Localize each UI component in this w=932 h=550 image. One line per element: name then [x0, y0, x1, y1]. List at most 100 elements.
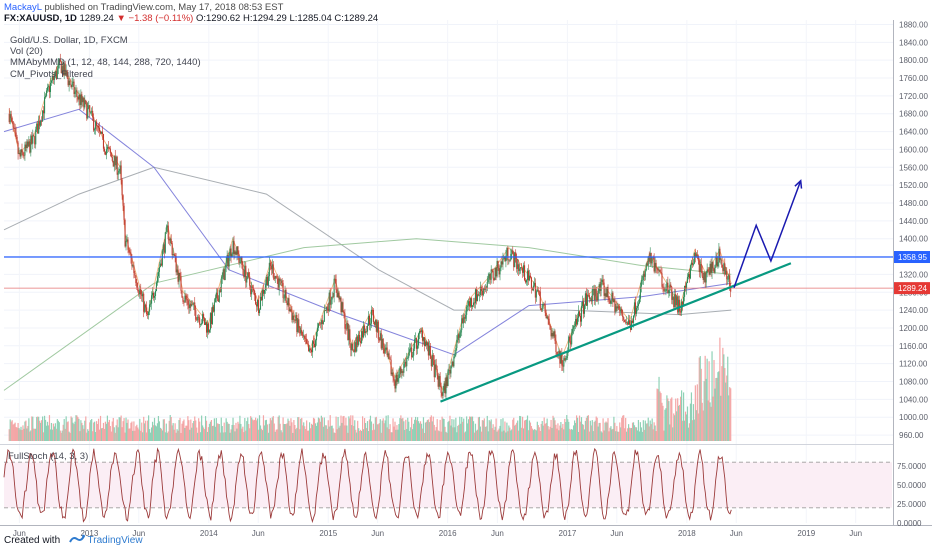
volume-bar [369, 415, 372, 441]
candle-body [346, 323, 348, 329]
volume-bar [51, 429, 54, 441]
volume-bar [123, 418, 125, 441]
volume-bar [662, 405, 664, 441]
candle-body [80, 94, 82, 105]
candle-body [350, 344, 352, 351]
candle-body [323, 310, 325, 322]
candle-body [615, 306, 617, 312]
volume-bar [423, 432, 426, 441]
time-axis[interactable]: Jun 2013 Jun 2014 Jun 2015 Jun 2016 Jun 2017 Jun 20… [13, 529, 862, 538]
volume-bar [605, 421, 607, 441]
volume-bar [713, 360, 715, 441]
candle-body [639, 286, 641, 299]
volume-bar [304, 426, 306, 441]
volume-bar [517, 420, 519, 441]
candle-body [34, 136, 36, 145]
price-axis[interactable]: 960.001000.001040.001080.001120.001160.0… [899, 20, 928, 440]
candle-body [406, 357, 408, 367]
volume-bar [91, 419, 93, 441]
volume-bar [729, 387, 731, 441]
volume-bar [9, 419, 11, 441]
candle-body [415, 338, 417, 340]
volume-bar [350, 415, 352, 441]
volume-bar [224, 432, 226, 441]
volume-bar [210, 419, 213, 441]
volume-bar [697, 413, 699, 441]
legend-volume[interactable]: Vol (20) [10, 46, 43, 58]
volume-bar [356, 432, 358, 441]
indicator-legend: Gold/U.S. Dollar, 1D, FXCM Vol (20) MMAb… [10, 35, 201, 80]
stoch-legend[interactable]: FullStoch (14, 3, 3) [8, 451, 89, 462]
volume-bar [487, 431, 489, 441]
candle-body [661, 273, 663, 287]
candle-body [646, 263, 648, 266]
volume-bar [89, 422, 91, 441]
candle-body [494, 267, 496, 281]
candle-body [8, 113, 10, 123]
candle-body [585, 293, 587, 306]
candle-body [334, 278, 336, 280]
candle-body [318, 323, 320, 325]
candle-body [613, 299, 615, 303]
candle-body [126, 239, 128, 241]
volume-bar [290, 418, 292, 441]
legend-pivots[interactable]: CM_Pivots_Filtered [10, 68, 93, 80]
volume-bar [723, 354, 725, 441]
candle-body [358, 334, 360, 345]
candle-body [283, 297, 285, 299]
volume-bar [686, 406, 689, 441]
legend-mma[interactable]: MMAbyMMD (1, 12, 48, 144, 288, 720, 1440… [10, 57, 201, 69]
volume-bar [41, 420, 43, 441]
volume-bar [251, 417, 253, 441]
candle-body [172, 254, 174, 256]
volume-bar [666, 395, 668, 441]
volume-bar [603, 430, 605, 441]
candle-body [114, 155, 116, 166]
volume-bar [335, 416, 337, 441]
volume-bar [694, 385, 696, 441]
legend-series[interactable]: Gold/U.S. Dollar, 1D, FXCM [10, 35, 128, 46]
candle-body [472, 302, 475, 306]
candle-body [715, 256, 717, 266]
candle-body [636, 306, 638, 308]
volume-bar [583, 429, 586, 441]
volume-bar [267, 432, 269, 441]
volume-bar [411, 417, 413, 441]
volume-bar [164, 432, 166, 441]
volume-bar [544, 423, 546, 441]
candle-body [596, 296, 598, 301]
volume-bar [432, 416, 434, 441]
stoch-band [4, 461, 892, 509]
candle-body [610, 300, 612, 304]
candle-body [113, 155, 115, 167]
volume-bar [459, 416, 461, 441]
volume-bar [317, 417, 320, 441]
author-link[interactable]: MackayL [4, 2, 42, 13]
volume-bar [654, 425, 656, 441]
tradingview-brand[interactable]: TradingView [87, 535, 143, 547]
candle-body [199, 317, 201, 325]
candle-body [669, 284, 671, 291]
volume-bar [600, 431, 602, 441]
volume-bar [641, 431, 643, 441]
candle-body [624, 319, 626, 322]
volume-bar [120, 415, 122, 441]
levels[interactable] [4, 179, 893, 403]
candle-body [128, 249, 130, 253]
candle-body [564, 358, 566, 361]
volume-bar [264, 420, 267, 441]
volume-bar [349, 418, 351, 441]
candle-body [169, 238, 171, 241]
candle-body [36, 123, 38, 130]
candle-body [599, 284, 601, 291]
candle-body [70, 85, 72, 87]
candle-body [694, 253, 696, 258]
candle-body [428, 345, 430, 356]
candle-body [565, 358, 567, 361]
volume-bar [389, 424, 391, 441]
candle-body [400, 367, 402, 373]
volume-bar [648, 426, 650, 441]
volume-bar [606, 422, 608, 441]
volume-bar [318, 418, 321, 441]
